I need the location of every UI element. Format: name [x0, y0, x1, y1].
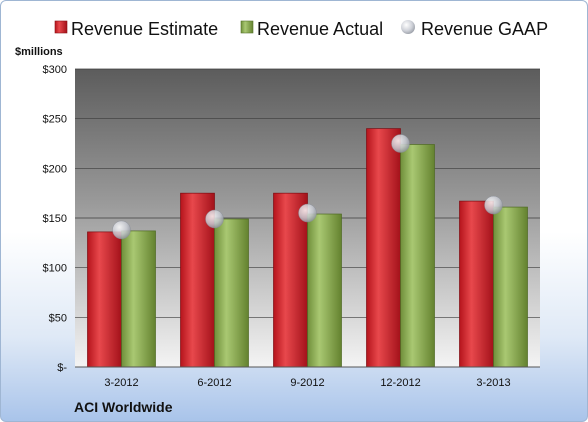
- marker-revenue-gaap: [391, 134, 410, 153]
- bar-revenue-estimate: [87, 231, 122, 368]
- y-tick-label: $300: [43, 64, 67, 76]
- y-tick-label: $-: [57, 362, 67, 374]
- y-axis-unit-label: $millions: [15, 46, 63, 58]
- gaap-markers: [112, 134, 503, 240]
- x-tick-label: 3-2012: [104, 377, 138, 389]
- bar-revenue-estimate: [366, 128, 401, 368]
- x-tick-label: 6-2012: [197, 377, 231, 389]
- marker-revenue-gaap: [298, 203, 317, 223]
- bar-revenue-actual: [400, 144, 435, 368]
- bar-revenue-actual: [493, 206, 528, 368]
- bar-revenue-actual: [121, 230, 156, 368]
- x-tick-label: 12-2012: [380, 377, 420, 389]
- x-axis-ticks: 3-2012 6-2012 9-2012 12-2012 3-2013: [104, 377, 510, 389]
- marker-revenue-gaap: [112, 220, 131, 240]
- marker-revenue-gaap: [205, 209, 224, 229]
- bar-revenue-actual: [214, 218, 249, 368]
- y-tick-label: $250: [43, 114, 67, 126]
- y-tick-label: $200: [43, 163, 67, 175]
- bar-revenue-estimate: [459, 200, 494, 368]
- y-tick-label: $50: [49, 312, 67, 324]
- legend-swatch-actual: [240, 20, 254, 34]
- legend-marker-gaap: [401, 20, 415, 34]
- legend-label-actual: Revenue Actual: [257, 19, 383, 39]
- legend-label-gaap: Revenue GAAP: [421, 19, 548, 39]
- x-tick-label: 3-2013: [476, 377, 510, 389]
- bars: [87, 128, 528, 368]
- bar-revenue-actual: [307, 213, 342, 368]
- x-tick-label: 9-2012: [290, 377, 324, 389]
- y-tick-label: $150: [43, 213, 67, 225]
- y-tick-label: $100: [43, 263, 67, 275]
- y-axis-ticks: $- $50 $100 $150 $200 $250 $300: [43, 64, 68, 374]
- marker-revenue-gaap: [484, 195, 503, 215]
- legend-label-estimate: Revenue Estimate: [71, 19, 218, 39]
- company-name: ACI Worldwide: [74, 399, 173, 415]
- legend: Revenue Estimate Revenue Actual Revenue …: [54, 19, 548, 39]
- legend-swatch-estimate: [54, 20, 68, 34]
